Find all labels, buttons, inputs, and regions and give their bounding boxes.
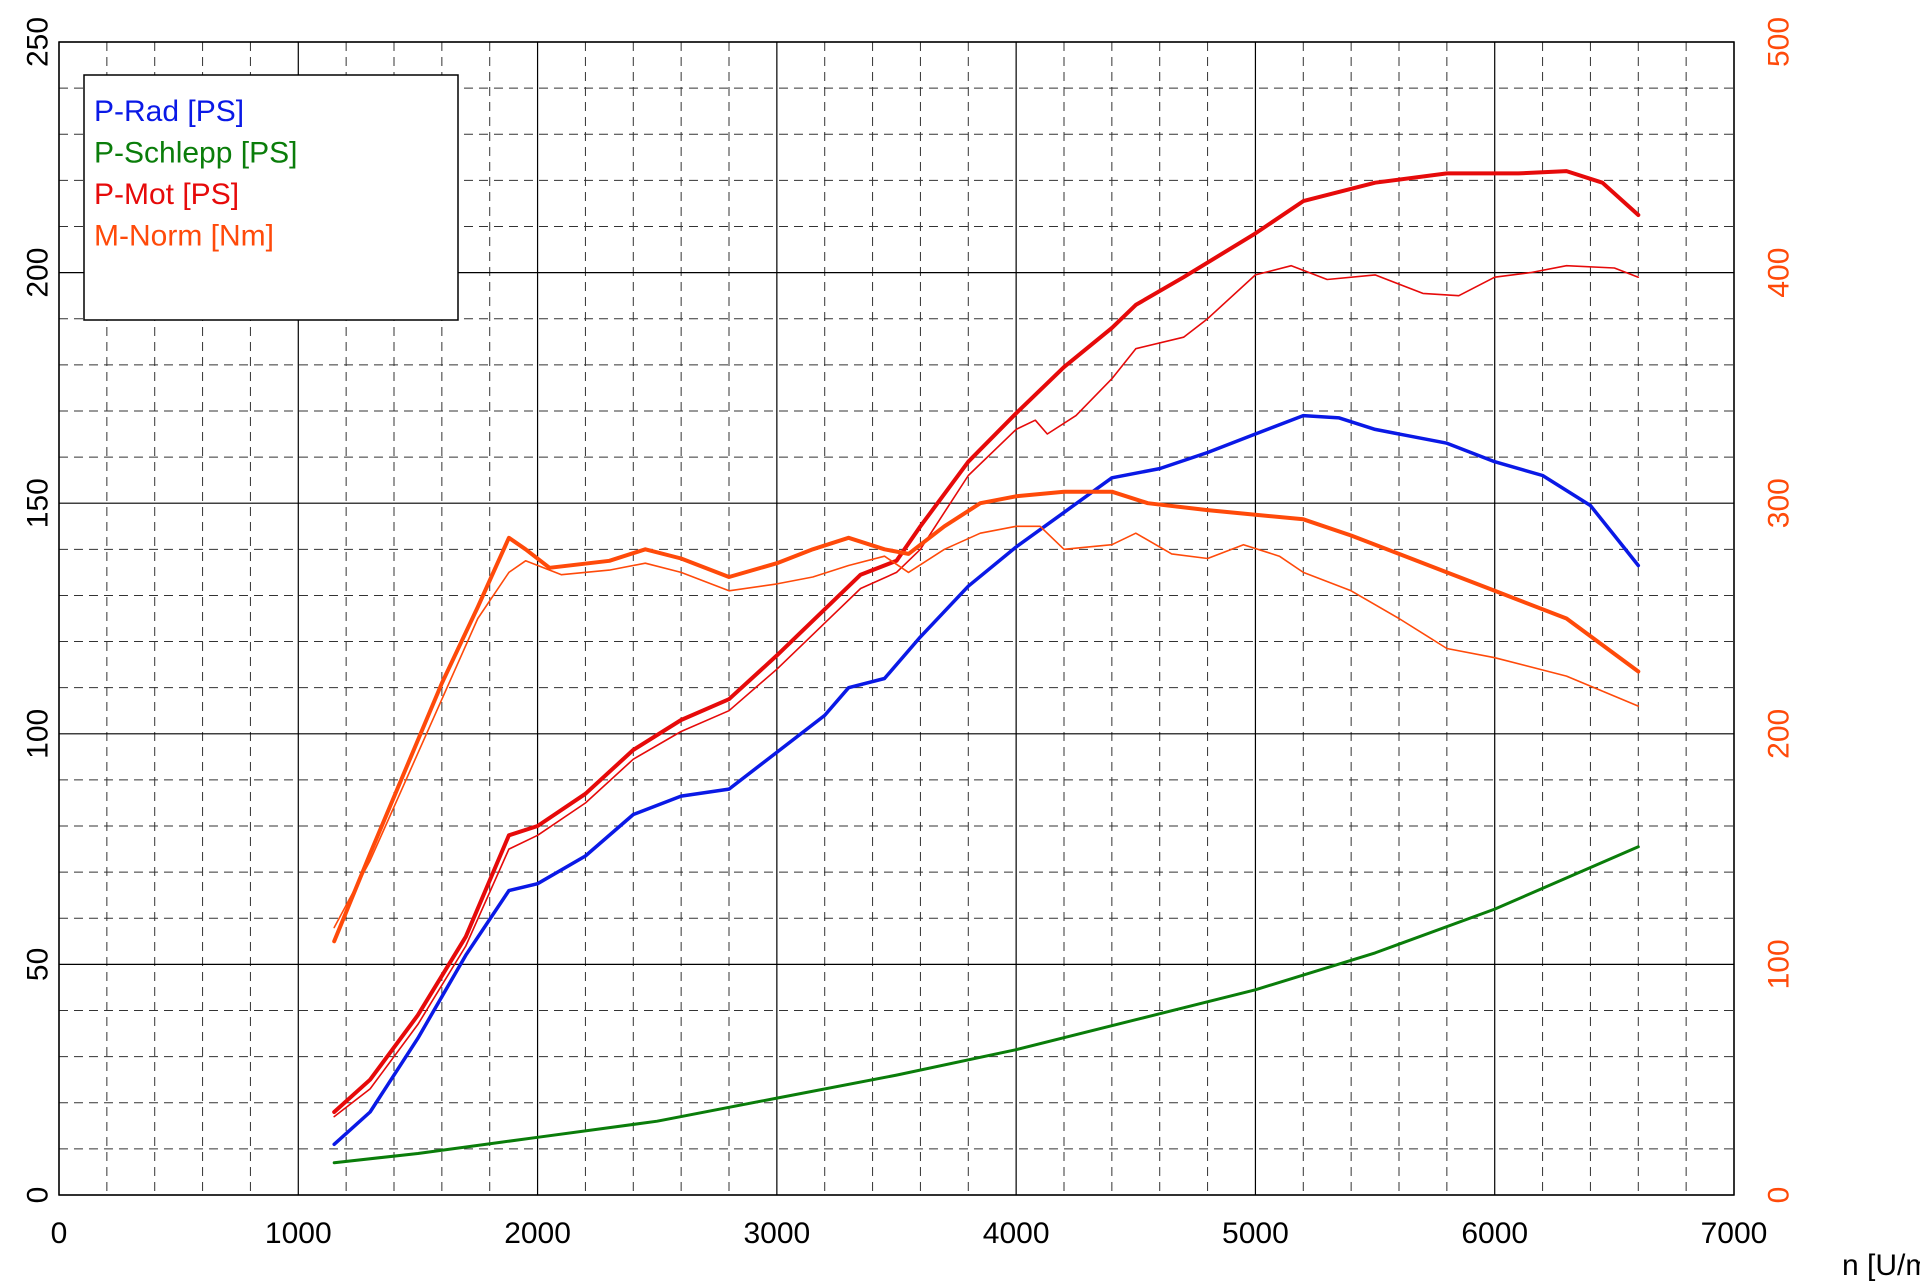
x-tick-label: 5000 — [1222, 1217, 1289, 1250]
legend-entry: P-Rad [PS] — [94, 95, 244, 128]
y-tick-label-left: 0 — [22, 1187, 55, 1204]
x-axis-label: n [U/min] — [1842, 1249, 1920, 1282]
legend-entry: P-Mot [PS] — [94, 178, 239, 211]
y-tick-label-left: 250 — [22, 17, 55, 67]
x-tick-label: 1000 — [265, 1217, 332, 1250]
y-tick-label-left: 100 — [22, 709, 55, 759]
y-tick-label-right: 500 — [1763, 17, 1796, 67]
series-line-3 — [332, 169, 1641, 1114]
legend-entry: P-Schlepp [PS] — [94, 137, 297, 170]
legend-box — [83, 74, 459, 321]
plot-frame — [58, 41, 1735, 1196]
legend-entry: M-Norm [Nm] — [94, 220, 274, 253]
series-line-6 — [333, 525, 1640, 929]
y-tick-label-left: 50 — [22, 948, 55, 981]
y-tick-label-right: 0 — [1763, 1187, 1796, 1204]
series-line-4 — [333, 264, 1640, 1118]
x-tick-label: 0 — [51, 1217, 68, 1250]
x-tick-label: 4000 — [983, 1217, 1050, 1250]
series-lines — [332, 169, 1641, 1165]
series-line-1 — [332, 413, 1641, 1147]
x-tick-label: 3000 — [743, 1217, 810, 1250]
y-tick-label-right: 400 — [1763, 248, 1796, 298]
y-tick-label-left: 150 — [22, 478, 55, 528]
x-tick-label: 7000 — [1701, 1217, 1768, 1250]
x-tick-label: 2000 — [504, 1217, 571, 1250]
series-line-5 — [332, 489, 1641, 944]
y-tick-label-right: 200 — [1763, 709, 1796, 759]
series-line-2 — [332, 845, 1640, 1165]
x-tick-label: 6000 — [1461, 1217, 1528, 1250]
legend: P-Rad [PS] P-Schlepp [PS] P-Mot [PS] M-Norm… — [83, 74, 459, 321]
y-tick-label-right: 300 — [1763, 478, 1796, 528]
axis-ticks: 0 1000 2000 3000 4000 5000 6000 700005010015020… — [22, 17, 1796, 1250]
y-tick-label-left: 200 — [22, 248, 55, 298]
y-tick-label-right: 100 — [1763, 939, 1796, 989]
